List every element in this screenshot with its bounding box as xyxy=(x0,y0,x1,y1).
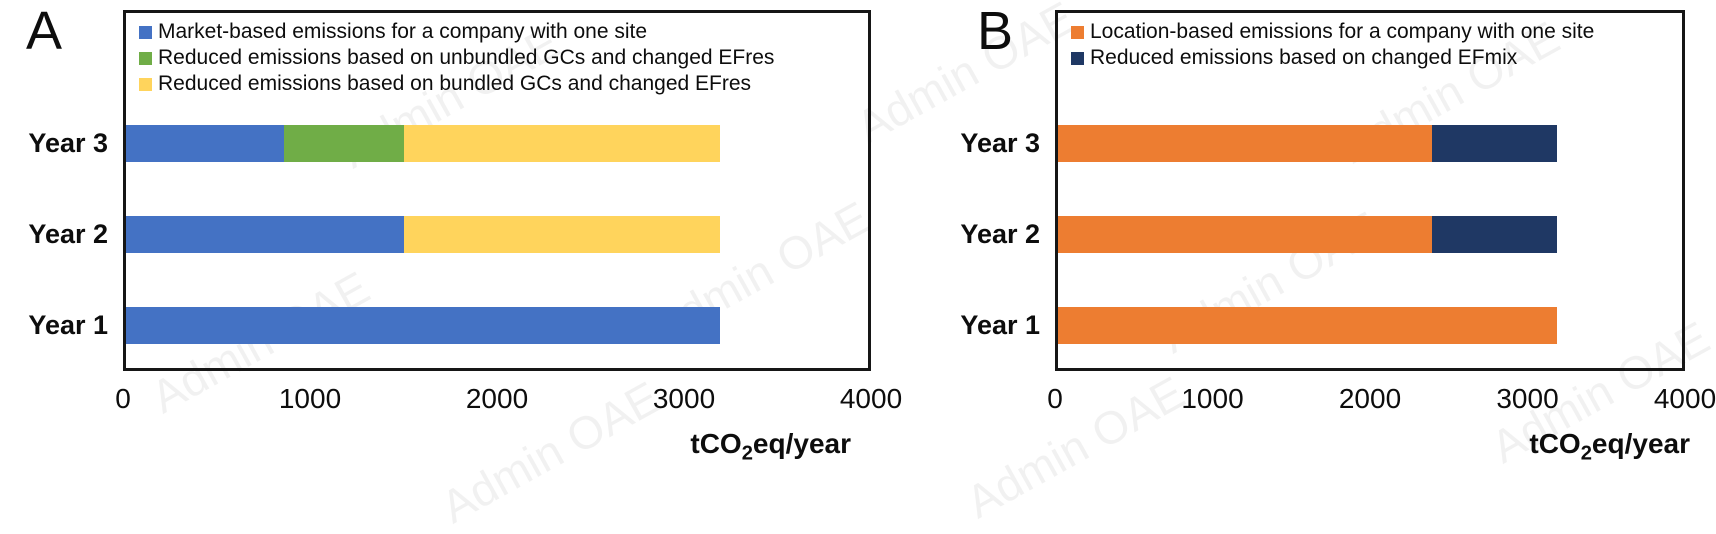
x-tick-label: 4000 xyxy=(1653,383,1716,414)
bar-segment xyxy=(404,125,720,162)
bar-row xyxy=(126,216,868,253)
legend: Location-based emissions for a company w… xyxy=(1071,19,1594,71)
legend-swatch-icon xyxy=(139,25,152,39)
plot-area: Location-based emissions for a company w… xyxy=(1055,10,1685,371)
bars xyxy=(1058,13,1682,368)
bars xyxy=(126,13,868,368)
plot-area: Market-based emissions for a company wit… xyxy=(123,10,871,371)
legend-item: Reduced emissions based on unbundled GCs… xyxy=(139,45,774,71)
category-label: Year 3 xyxy=(960,128,1040,158)
bar-segment xyxy=(1058,125,1433,162)
legend-swatch-icon xyxy=(1071,25,1084,39)
legend-item: Reduced emissions based on changed EFmix xyxy=(1071,45,1594,71)
legend: Market-based emissions for a company wit… xyxy=(139,19,774,97)
axis-label-text: eq/year xyxy=(1591,428,1690,459)
axis-label-text: tCO xyxy=(1529,428,1581,459)
bar-row xyxy=(126,307,868,344)
bar-row xyxy=(1058,216,1682,253)
legend-swatch-icon xyxy=(139,77,152,91)
legend-label: Reduced emissions based on bundled GCs a… xyxy=(158,72,752,95)
legend-item: Location-based emissions for a company w… xyxy=(1071,19,1594,45)
axis-label-subscript: 2 xyxy=(1580,442,1592,465)
category-label: Year 1 xyxy=(960,310,1040,340)
bar-row xyxy=(1058,307,1682,344)
axis-label-subscript: 2 xyxy=(741,442,753,465)
panel-letter-b: B xyxy=(977,1,1014,61)
axis-label-text: tCO xyxy=(690,428,742,459)
x-tick-label: 3000 xyxy=(652,383,716,414)
x-tick-label: 3000 xyxy=(1496,383,1559,414)
axis-label-text: eq/year xyxy=(752,428,851,459)
x-tick-label: 0 xyxy=(1047,383,1063,414)
category-label: Year 2 xyxy=(960,219,1040,249)
x-axis-ticks: 0 1000 2000 3000 4000 xyxy=(1047,382,1716,416)
category-label: Year 2 xyxy=(28,219,108,249)
panel-b: B Year 3 Year 2 Year 1 Location-based emis… xyxy=(873,0,1716,480)
legend-label: Reduced emissions based on unbundled GCs… xyxy=(158,46,775,69)
legend-swatch-icon xyxy=(1071,51,1084,65)
bar-segment xyxy=(1058,216,1433,253)
bar-segment xyxy=(126,216,405,253)
bar-segment xyxy=(404,216,720,253)
bar-segment xyxy=(1432,216,1558,253)
x-tick-label: 4000 xyxy=(839,383,903,414)
x-axis-ticks: 0 1000 2000 3000 4000 xyxy=(115,382,902,416)
legend-label: Location-based emissions for a company w… xyxy=(1090,20,1595,43)
x-axis-label: tCO2eq/year xyxy=(1529,428,1690,464)
bar-row xyxy=(126,125,868,162)
x-tick-label: 1000 xyxy=(1181,383,1244,414)
x-axis-label: tCO2eq/year xyxy=(690,428,851,464)
bar-segment xyxy=(283,125,405,162)
bar-segment xyxy=(1432,125,1558,162)
x-tick-label: 2000 xyxy=(1338,383,1402,414)
bar-segment xyxy=(126,307,720,344)
legend-label: Reduced emissions based on changed EFmix xyxy=(1090,46,1518,69)
legend-swatch-icon xyxy=(139,51,152,65)
legend-item: Reduced emissions based on bundled GCs a… xyxy=(139,71,774,97)
legend-label: Market-based emissions for a company wit… xyxy=(158,20,648,43)
panel-a: A Year 3 Year 2 Year 1 Market-based emissi… xyxy=(0,0,902,480)
legend-item: Market-based emissions for a company wit… xyxy=(139,19,774,45)
category-label: Year 1 xyxy=(28,310,108,340)
panel-letter-a: A xyxy=(26,1,63,61)
x-tick-label: 1000 xyxy=(278,383,342,414)
x-tick-label: 2000 xyxy=(465,383,529,414)
x-tick-label: 0 xyxy=(115,383,131,414)
bar-segment xyxy=(1058,307,1558,344)
category-label: Year 3 xyxy=(28,128,108,158)
bar-row xyxy=(1058,125,1682,162)
bar-segment xyxy=(126,125,284,162)
